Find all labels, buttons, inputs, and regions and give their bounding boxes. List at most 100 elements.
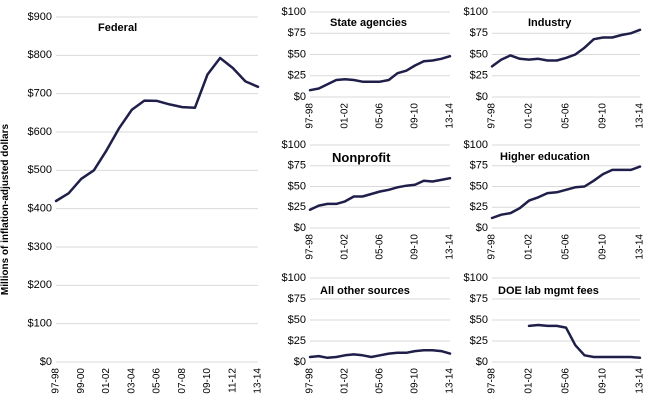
x-tick-label: 97-98 (305, 368, 316, 394)
y-tick-label: $25 (470, 70, 488, 82)
data-point (431, 59, 434, 62)
x-tick-label: 13-14 (635, 103, 646, 129)
panel-title: Nonprofit (332, 150, 391, 165)
y-tick-label: $0 (40, 356, 52, 368)
panel-5: $0 $25 $50 $75 $100 97-98 01-02 05-06 09-10 13-14… (282, 272, 456, 394)
data-point (361, 195, 364, 198)
data-point (500, 213, 503, 216)
y-tick-label: $50 (470, 180, 488, 192)
panel-6: $0 $25 $50 $75 $100 97-98 01-02 05-06 09-10 13-14… (464, 272, 646, 394)
y-tick-label: $800 (28, 49, 52, 61)
y-tick-label: $500 (28, 164, 52, 176)
data-point (565, 57, 567, 59)
data-point (344, 200, 346, 203)
data-point (639, 357, 641, 359)
data-point (537, 57, 540, 60)
series-line (54, 56, 260, 203)
data-point (194, 107, 196, 109)
data-point (602, 356, 604, 358)
data-point (555, 59, 558, 62)
x-tick-label: 13-14 (445, 234, 456, 260)
y-tick-label: $900 (28, 11, 52, 23)
data-point (518, 207, 521, 209)
data-point (546, 192, 549, 194)
data-point (93, 169, 95, 172)
data-point (335, 356, 338, 358)
series-line (308, 176, 452, 211)
data-point (309, 208, 311, 211)
data-point (629, 169, 632, 171)
data-point (422, 179, 425, 182)
data-point (257, 85, 259, 88)
y-tick-label: $75 (470, 160, 488, 172)
panel-title: Federal (98, 22, 137, 34)
y-tick-label: $25 (470, 335, 488, 347)
data-point (629, 356, 632, 358)
data-point (555, 325, 558, 327)
y-tick-label: $50 (470, 314, 488, 326)
panel-title: All other sources (320, 285, 410, 297)
data-point (370, 193, 373, 195)
data-point (414, 184, 416, 186)
data-point (387, 352, 390, 355)
data-point (387, 189, 390, 191)
data-point (602, 36, 604, 39)
data-point (611, 356, 614, 358)
x-tick-label: 13-14 (445, 103, 456, 129)
data-point (449, 177, 451, 179)
y-tick-label: $200 (28, 279, 52, 291)
x-tick-label: 07-08 (177, 368, 188, 394)
data-point (440, 179, 443, 181)
y-tick-label: $700 (28, 88, 52, 100)
x-tick-label: 05-06 (375, 368, 386, 394)
data-point (620, 34, 623, 36)
data-point (528, 58, 530, 61)
y-tick-label: $0 (476, 91, 488, 103)
data-point (620, 169, 623, 171)
y-tick-label: $300 (28, 241, 52, 253)
data-point (592, 38, 595, 40)
data-point (67, 192, 70, 195)
data-point (396, 186, 399, 189)
data-point (565, 189, 567, 191)
data-point (352, 79, 355, 81)
data-point (352, 353, 355, 356)
x-tick-label: 05-06 (561, 103, 572, 129)
data-point (537, 324, 540, 326)
y-tick-label: $50 (288, 180, 306, 192)
y-tick-label: $50 (288, 314, 306, 326)
data-point (509, 212, 512, 214)
data-point (422, 60, 425, 63)
data-point (143, 99, 146, 102)
x-tick-label: 01-02 (524, 368, 535, 394)
y-tick-label: $75 (470, 27, 488, 39)
data-point (335, 203, 338, 205)
data-point (574, 53, 577, 56)
data-point (431, 349, 434, 352)
data-point (326, 357, 329, 359)
y-tick-label: $75 (288, 27, 306, 39)
x-tick-label: 09-10 (410, 368, 421, 394)
data-point (309, 89, 311, 91)
data-point (440, 350, 443, 352)
data-point (546, 325, 549, 327)
data-point (379, 354, 381, 357)
data-point (574, 186, 577, 189)
data-point (518, 57, 521, 60)
data-point (528, 325, 530, 327)
y-tick-label: $100 (282, 6, 306, 18)
y-tick-label: $100 (282, 139, 306, 151)
data-point (491, 65, 493, 68)
data-point (500, 58, 503, 61)
data-point (583, 354, 586, 357)
data-point (361, 354, 364, 357)
y-axis-label: Millions of inflation-adjusted dollars (0, 124, 11, 296)
data-point (231, 67, 234, 69)
x-tick-label: 97-98 (487, 234, 498, 260)
x-tick-label: 05-06 (375, 103, 386, 129)
x-tick-label: 09-10 (598, 368, 609, 394)
x-tick-label: 13-14 (635, 368, 646, 394)
x-tick-label: 05-06 (561, 234, 572, 260)
y-tick-label: $75 (470, 293, 488, 305)
data-point (326, 83, 329, 86)
